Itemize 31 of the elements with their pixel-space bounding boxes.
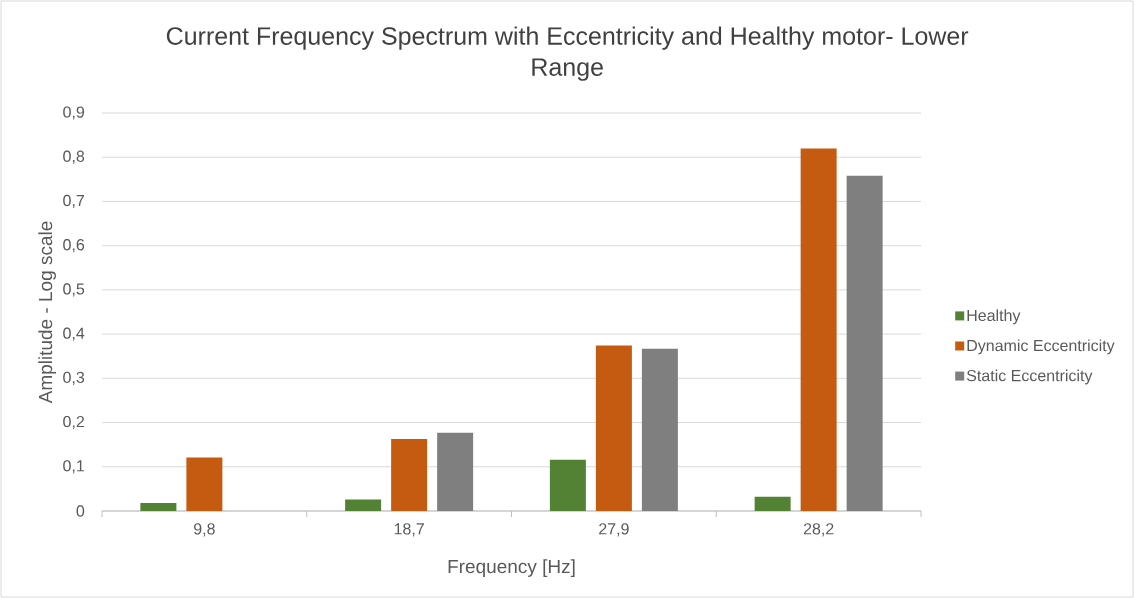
y-tick-label: 0,8: [63, 150, 85, 164]
y-tick-label: 0,5: [63, 283, 85, 297]
y-axis-title: Amplitude - Log scale: [38, 221, 56, 404]
y-tick-label: 0: [76, 505, 85, 517]
bar: [641, 348, 678, 511]
x-axis-title: Frequency [Hz]: [448, 559, 575, 577]
x-tick-label: 28,2: [803, 523, 834, 537]
bar: [754, 496, 791, 511]
bar: [846, 175, 883, 511]
chart-title: Current Frequency Spectrum with Eccentricity and Healthy motor- Lower Range: [166, 26, 969, 81]
bar: [437, 432, 474, 511]
bar: [186, 457, 223, 511]
bar: [595, 345, 632, 511]
legend-label: Dynamic Eccentricity: [967, 339, 1115, 355]
y-tick-label: 0,4: [63, 327, 85, 341]
x-tick-label: 18,7: [394, 523, 424, 537]
x-tick-label: 9,8: [194, 523, 215, 537]
bar: [391, 438, 428, 511]
bar: [800, 148, 837, 511]
y-tick-label: 0,3: [63, 371, 85, 385]
legend-label: Static Eccentricity: [966, 369, 1093, 385]
y-tick-label: 0,7: [63, 194, 84, 209]
bar: [345, 499, 382, 511]
bar: [140, 503, 177, 511]
legend-label: Healthy: [967, 309, 1021, 325]
bar: [549, 459, 586, 511]
y-tick-label: 0,9: [63, 106, 85, 120]
y-tick-label: 0,2: [63, 415, 84, 430]
y-tick-label: 0,6: [63, 239, 85, 253]
x-tick-label: 27,9: [599, 523, 629, 537]
y-tick-label: 0,1: [63, 460, 85, 474]
